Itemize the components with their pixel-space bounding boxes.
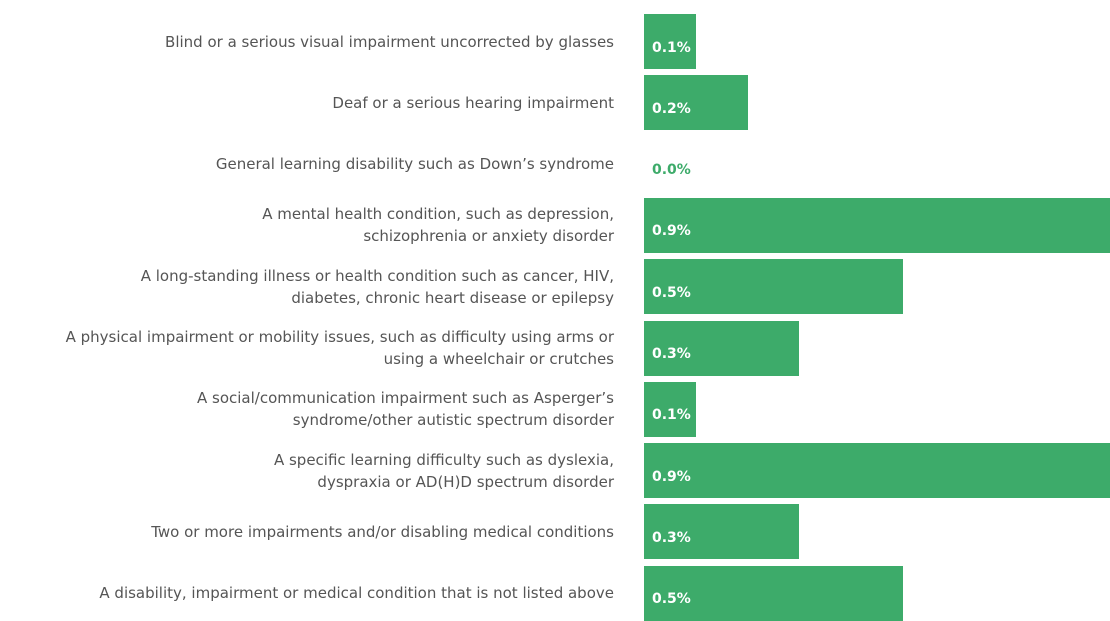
category-label: A physical impairment or mobility issues… [65,328,614,368]
bar [644,14,696,69]
category-label: General learning disability such as Down… [215,155,614,174]
value-label: 0.1% [652,39,691,56]
value-label: 0.1% [652,407,691,424]
bar [644,443,1110,499]
value-label: 0.9% [652,223,691,240]
value-label: 0.0% [652,162,691,179]
category-label: A disability, impairment or medical cond… [99,584,614,603]
category-label: A specific learning difficulty such as d… [273,450,614,491]
bar [644,320,800,376]
category-label: A social/communication impairment such a… [196,389,614,430]
value-label: 0.9% [652,468,691,485]
bar [644,381,696,437]
bar [644,504,800,560]
value-label: 0.2% [652,100,691,117]
value-label: 0.3% [652,529,691,546]
value-label: 0.3% [652,346,691,362]
bar [644,197,1110,253]
value-label: 0.5% [652,284,691,301]
category-label: Blind or a serious visual impairment unc… [165,32,614,51]
category-label: A mental health condition, such as depre… [262,205,614,246]
bar [644,259,903,315]
bar [644,75,748,131]
category-label: Two or more impairments and/or disabling… [151,522,614,541]
category-label: Deaf or a serious hearing impairment [332,93,614,112]
value-label: 0.5% [652,591,691,608]
category-label: A long-standing illness or health condit… [140,266,614,307]
